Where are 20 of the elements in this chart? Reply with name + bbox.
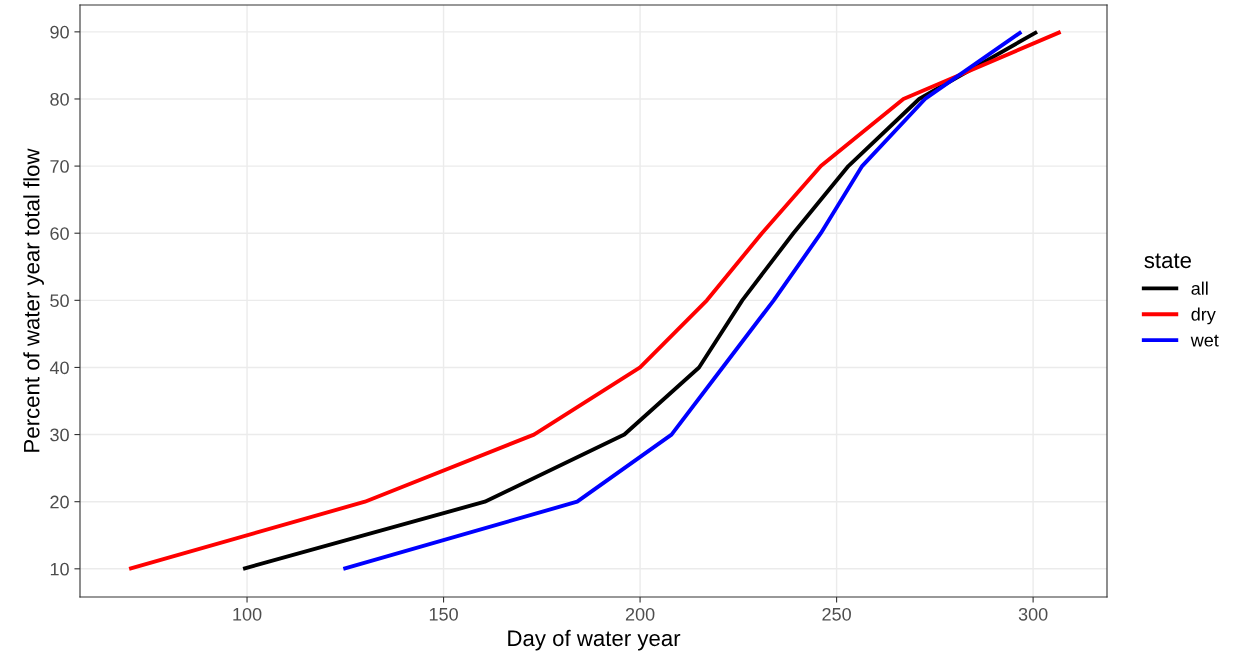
y-tick-label: 40 bbox=[49, 361, 69, 375]
y-tick-label: 50 bbox=[50, 294, 69, 308]
y-tick-label: 90 bbox=[50, 25, 69, 39]
y-tick-label: 70 bbox=[50, 160, 69, 173]
x-tick-label: 250 bbox=[822, 607, 851, 621]
x-tick-label: 200 bbox=[625, 607, 655, 621]
x-tick-label: 150 bbox=[429, 607, 458, 621]
y-tick-label: 80 bbox=[50, 92, 69, 106]
y-tick-label: 30 bbox=[50, 428, 69, 442]
x-tick-label: 300 bbox=[1018, 607, 1048, 621]
legend-label: all bbox=[1191, 281, 1208, 295]
y-tick-label: 60 bbox=[50, 227, 69, 240]
x-axis-title: Day of water year bbox=[508, 629, 681, 651]
legend-label: wet bbox=[1190, 334, 1219, 347]
legend-title: state bbox=[1144, 253, 1191, 269]
y-tick-label: 10 bbox=[50, 562, 69, 576]
legend-label: dry bbox=[1191, 307, 1216, 325]
x-tick-label: 100 bbox=[233, 607, 262, 621]
y-axis-title: Percent of water year total flow bbox=[23, 148, 44, 452]
y-tick-label: 20 bbox=[50, 495, 69, 509]
